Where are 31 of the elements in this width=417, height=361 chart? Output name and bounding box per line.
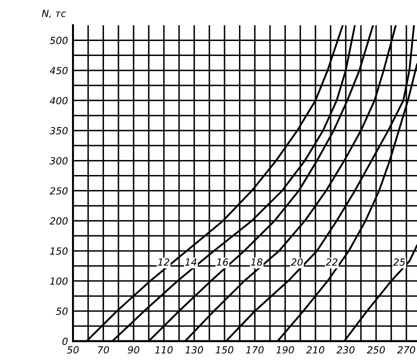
y-tick-label: 50: [56, 308, 68, 315]
series-label: 12: [158, 258, 170, 266]
y-tick-label: 200: [50, 217, 68, 225]
y-tick-label: 350: [50, 127, 68, 134]
y-tick-label: 0: [62, 338, 68, 345]
x-tick-label: 270: [397, 346, 416, 354]
x-tick-label: 170: [246, 346, 264, 354]
series-label: 25: [393, 258, 405, 266]
x-tick-label: 50: [66, 346, 79, 354]
series-label: 18: [250, 258, 262, 266]
x-tick-label: 150: [216, 346, 234, 354]
y-tick-label: 500: [50, 36, 68, 44]
x-tick-label: 190: [276, 346, 294, 354]
y-tick-label: 450: [50, 66, 68, 74]
y-tick-label: 150: [50, 247, 68, 255]
x-tick-label: 250: [366, 346, 385, 354]
x-tick-label: 130: [185, 346, 204, 354]
y-axis-title: N, тс: [42, 10, 66, 18]
series-label: 20: [290, 258, 303, 266]
x-tick-label: 210: [306, 346, 324, 354]
series-label: 22: [326, 258, 338, 266]
y-tick-label: 300: [50, 157, 68, 164]
x-tick-label: 90: [128, 346, 140, 354]
series-label: 16: [216, 258, 228, 266]
x-tick-label: 230: [336, 346, 355, 354]
x-tick-label: 70: [98, 346, 109, 354]
y-tick-label: 400: [50, 96, 68, 104]
series-label: 14: [185, 258, 196, 266]
x-tick-label: 110: [155, 346, 173, 354]
y-tick-label: 250: [50, 187, 68, 195]
y-tick-label: 100: [50, 277, 68, 285]
